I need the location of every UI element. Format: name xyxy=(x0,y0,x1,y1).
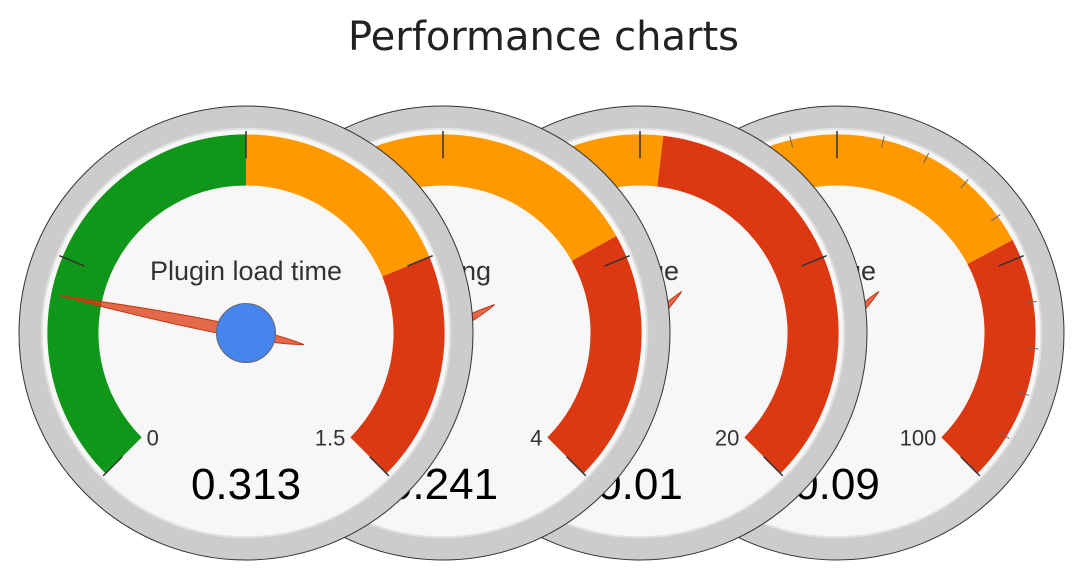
gauge-major-tick xyxy=(763,456,784,477)
gauge-band-2 xyxy=(657,135,839,474)
gauge-minor-tick xyxy=(960,179,969,189)
gauge-needle-hub xyxy=(215,302,277,364)
gauge-major-tick xyxy=(960,456,981,477)
gauge-minor-tick xyxy=(923,152,930,164)
gauge-major-tick xyxy=(369,456,390,477)
gauge-band-2 xyxy=(547,235,642,474)
page-title: Performance charts xyxy=(347,14,739,60)
gauge-max-label: 4 xyxy=(530,425,542,450)
gauge-minor-tick xyxy=(1025,300,1037,304)
gauge-band-1 xyxy=(47,134,247,474)
gauge-major-tick xyxy=(801,254,827,267)
gauge-major-tick xyxy=(566,456,587,477)
gauge-minor-tick xyxy=(990,213,1001,222)
gauge-minor-tick xyxy=(999,432,1010,439)
gauge-major-tick xyxy=(407,254,433,267)
gauge-minor-tick xyxy=(881,136,885,148)
gauge-band-2 xyxy=(941,240,1036,474)
gauge-max-label: 20 xyxy=(715,425,739,450)
gauge-label: Plugin load time xyxy=(150,256,342,286)
gauge-value: 0.313 xyxy=(191,460,301,509)
gauge-minor-tick xyxy=(789,136,793,148)
gauge-band-3 xyxy=(350,256,445,474)
gauge-minor-tick xyxy=(1018,391,1030,396)
gauge-band-2 xyxy=(246,134,430,277)
gauge-min-label: 0 xyxy=(147,425,159,450)
gauge-minor-tick xyxy=(1027,347,1039,350)
gauge-major-tick xyxy=(998,254,1024,267)
gauge-max-label: 1.5 xyxy=(315,425,346,450)
gauge-major-tick xyxy=(59,254,85,267)
gauge-max-label: 100 xyxy=(900,425,937,450)
gauge-major-tick xyxy=(604,254,630,267)
gauge-major-tick xyxy=(102,456,123,477)
gauge-1: 0 1.5 Plugin load time 0.313 xyxy=(18,105,474,561)
